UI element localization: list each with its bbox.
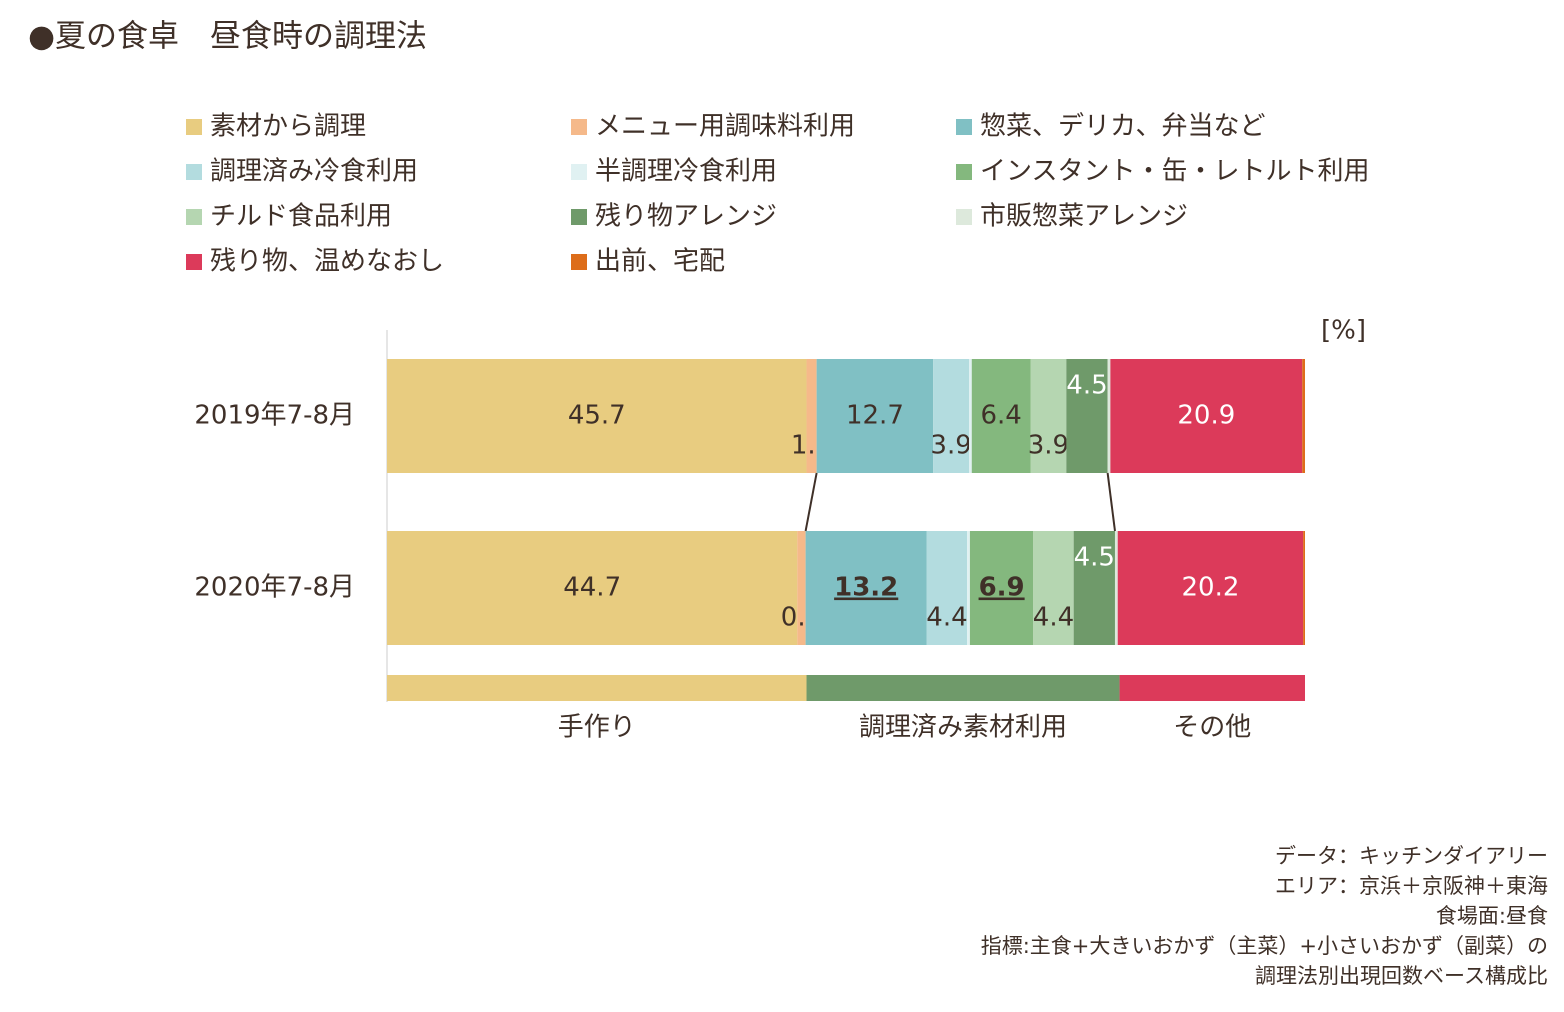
footnote: エリア：京浜＋京阪神＋東海 xyxy=(1275,874,1548,898)
data-label: 4.5 xyxy=(1066,371,1107,401)
legend-swatch xyxy=(571,209,587,225)
data-label: 6.9 xyxy=(979,573,1025,603)
legend-label: 残り物アレンジ xyxy=(595,202,777,232)
bar-segment xyxy=(971,359,1031,473)
data-label: 6.4 xyxy=(980,401,1021,431)
bar-segment xyxy=(816,359,934,473)
group-label: 調理済み素材利用 xyxy=(859,713,1067,743)
bar-segment xyxy=(926,531,968,645)
legend-label: 惣菜、デリカ、弁当など xyxy=(980,112,1265,142)
bar-segment xyxy=(1303,531,1305,645)
data-label: 20.2 xyxy=(1182,573,1240,603)
bar-segment xyxy=(1030,359,1067,473)
unit-label: [%] xyxy=(1321,316,1366,346)
group-label: 手作り xyxy=(558,713,636,743)
legend-label: 市販惣菜アレンジ xyxy=(980,202,1188,232)
data-label: 44.7 xyxy=(563,573,621,603)
bar-segment xyxy=(1110,359,1303,473)
group-label: その他 xyxy=(1173,713,1251,743)
bar-segment xyxy=(969,359,972,473)
bar-segment xyxy=(967,531,970,645)
group-bar xyxy=(1119,675,1305,701)
chart-title: ●夏の食卓 昼食時の調理法 xyxy=(28,19,427,55)
legend-swatch xyxy=(956,119,972,135)
data-label: 13.2 xyxy=(834,573,898,603)
legend-swatch xyxy=(186,254,202,270)
bar-segment xyxy=(1107,359,1111,473)
legend-label: 残り物、温めなおし xyxy=(210,247,444,277)
footnote: 食場面:昼食 xyxy=(1436,904,1548,928)
data-label: 12.7 xyxy=(846,401,904,431)
bar-segment xyxy=(1114,531,1118,645)
bar-segment xyxy=(969,531,1034,645)
legend-swatch xyxy=(956,164,972,180)
connector xyxy=(1106,472,1116,532)
bar-segment xyxy=(387,531,798,645)
bar-segment xyxy=(933,359,970,473)
legend-label: 半調理冷食利用 xyxy=(595,157,777,187)
bar-segment xyxy=(797,531,806,645)
legend-swatch xyxy=(956,209,972,225)
group-bar xyxy=(387,675,807,701)
data-label: 20.9 xyxy=(1177,401,1235,431)
legend-label: インスタント・缶・レトルト利用 xyxy=(980,157,1369,187)
bar-segment xyxy=(805,531,927,645)
footnote: 調理法別出現回数ベース構成比 xyxy=(1255,964,1548,988)
legend-label: チルド食品利用 xyxy=(210,202,392,232)
footnote: 指標:主食+大きいおかず（主菜）+小さいおかず（副菜）の xyxy=(981,934,1548,958)
data-label: 3.9 xyxy=(930,431,971,461)
bar-segment xyxy=(806,359,817,473)
footnote: データ：キッチンダイアリー xyxy=(1275,844,1548,868)
legend-label: 出前、宅配 xyxy=(595,247,725,277)
legend-swatch xyxy=(186,119,202,135)
bar-segment xyxy=(1033,531,1074,645)
legend-swatch xyxy=(186,164,202,180)
legend-label: メニュー用調味料利用 xyxy=(595,112,855,142)
bar-segment xyxy=(1073,531,1115,645)
legend-swatch xyxy=(186,209,202,225)
legend-label: 素材から調理 xyxy=(210,112,366,142)
bar-segment xyxy=(1066,359,1108,473)
group-bar xyxy=(806,675,1120,701)
data-label: 4.5 xyxy=(1074,543,1115,573)
data-label: 3.9 xyxy=(1028,431,1069,461)
bar-segment xyxy=(1117,531,1304,645)
data-label: 4.4 xyxy=(926,603,967,633)
connector xyxy=(804,472,818,532)
data-label: 45.7 xyxy=(568,401,626,431)
data-label: 4.4 xyxy=(1033,603,1074,633)
bar-segment xyxy=(1302,359,1305,473)
y-tick-label: 2020年7-8月 xyxy=(194,573,355,603)
legend-label: 調理済み冷食利用 xyxy=(210,157,418,187)
legend-swatch xyxy=(571,254,587,270)
bar-segment xyxy=(387,359,807,473)
y-tick-label: 2019年7-8月 xyxy=(194,401,355,431)
legend-swatch xyxy=(571,119,587,135)
legend-swatch xyxy=(571,164,587,180)
